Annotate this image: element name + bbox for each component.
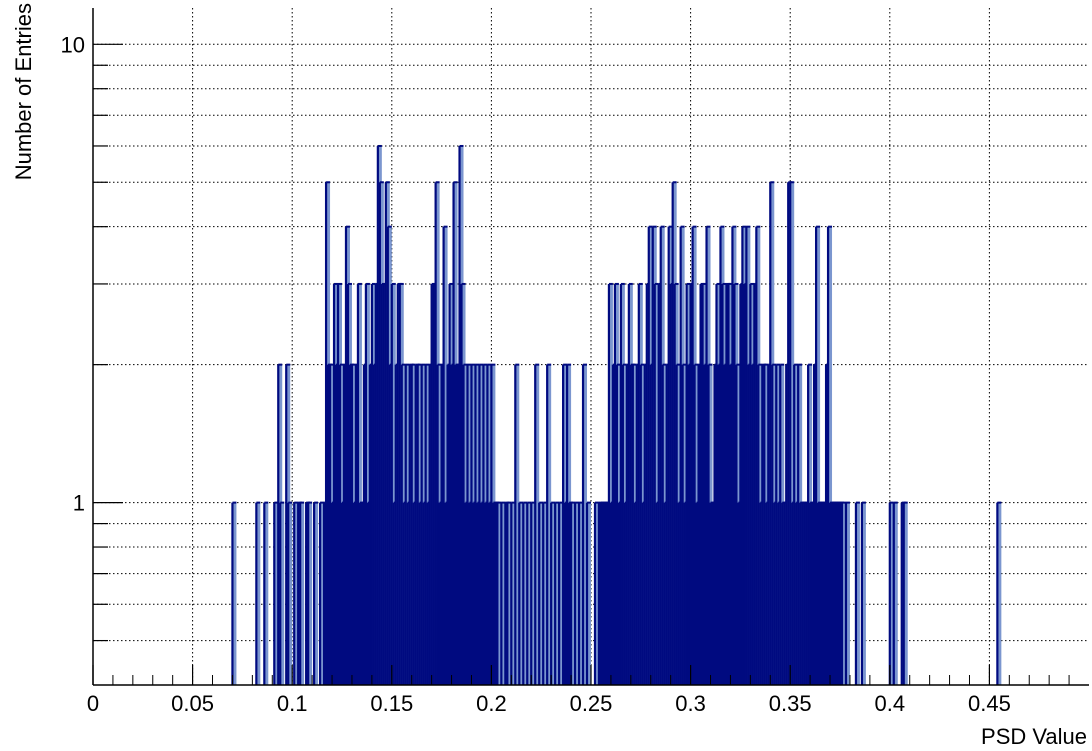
histogram-bar	[280, 502, 285, 685]
histogram-bar	[232, 502, 237, 685]
histogram-bar	[790, 182, 795, 686]
histogram-bar	[559, 502, 564, 685]
histogram-bar	[608, 283, 613, 685]
histogram-bar	[288, 502, 293, 685]
histogram-bar	[583, 364, 588, 685]
x-tick-label: 0.35	[769, 691, 812, 716]
histogram-bar	[274, 502, 279, 685]
histogram-bar	[594, 502, 599, 685]
histogram-bar	[855, 502, 860, 685]
histogram-bar	[511, 502, 516, 685]
x-tick-label: 0.45	[968, 691, 1011, 716]
histogram-bar	[320, 502, 325, 685]
histogram-bar	[539, 502, 544, 685]
histogram-bar	[889, 502, 894, 685]
histogram-bar	[997, 502, 1002, 685]
histogram-bar	[903, 502, 908, 685]
x-axis-ticks: 0 0.05 0.1 0.15 0.2 0.25 0.3 0.35 0.4 0.45	[87, 665, 1070, 716]
y-axis-ticks: 1 10	[61, 32, 123, 642]
histogram-bar	[654, 283, 659, 685]
x-tick-label: 0.25	[570, 691, 613, 716]
histogram-bar	[507, 502, 512, 685]
x-tick-label: 0.3	[675, 691, 706, 716]
histogram-bars	[231, 144, 1002, 686]
histogram-bar	[519, 502, 524, 685]
histogram-bar	[555, 502, 560, 685]
histogram-bar	[391, 283, 396, 685]
histogram-bar	[443, 226, 448, 685]
x-tick-label: 0.4	[875, 691, 906, 716]
x-axis-title: PSD Value	[981, 724, 1087, 749]
histogram-bar	[523, 502, 528, 685]
histogram-bar	[294, 502, 299, 685]
histogram-bar	[845, 502, 850, 685]
histogram-bar	[535, 364, 540, 685]
x-tick-label: 0.15	[370, 691, 413, 716]
histogram-bar	[515, 364, 520, 685]
histogram-bar	[547, 364, 552, 685]
histogram-bar	[314, 502, 319, 685]
histogram-bar	[841, 502, 846, 685]
x-tick-label: 0.05	[171, 691, 214, 716]
histogram-bar	[579, 502, 584, 685]
histogram-bar	[571, 502, 576, 685]
histogram-bar	[587, 502, 591, 685]
x-tick-label: 0.1	[277, 691, 308, 716]
histogram-bar	[575, 502, 580, 685]
histogram-bar	[551, 502, 556, 685]
x-tick-label: 0.2	[476, 691, 507, 716]
histogram-bar	[861, 502, 866, 685]
histogram-bar	[816, 226, 821, 685]
histogram-bar	[527, 502, 532, 685]
histogram-bar	[308, 502, 313, 685]
histogram-bar	[264, 502, 269, 685]
histogram-bar	[828, 226, 833, 685]
histogram-bar	[543, 502, 548, 685]
y-tick-label: 10	[61, 32, 85, 57]
histogram-bar	[531, 502, 536, 685]
histogram-bar	[501, 502, 506, 685]
histogram-bar	[497, 502, 502, 685]
histogram-bar	[300, 502, 305, 685]
histogram-bar	[357, 283, 362, 685]
histogram-bar	[365, 283, 370, 685]
x-tick-label: 0	[87, 691, 99, 716]
histogram-bar	[893, 502, 898, 685]
histogram-bar	[256, 502, 261, 685]
y-axis-title: Number of Entries	[11, 3, 36, 180]
y-tick-label: 1	[73, 491, 85, 516]
